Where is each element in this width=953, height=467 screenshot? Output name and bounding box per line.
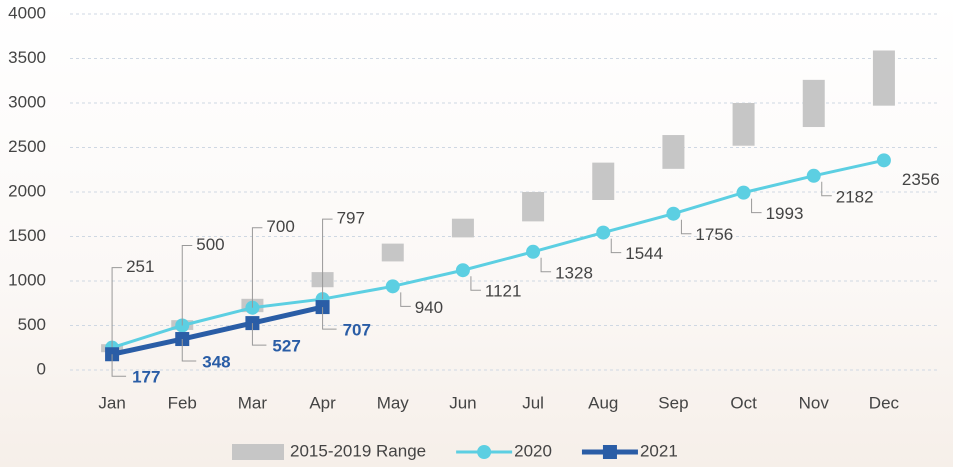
label-leader (540, 257, 552, 273)
y-tick-label: 2500 (8, 137, 46, 156)
series-line (111, 304, 324, 357)
label-leader (322, 218, 333, 300)
legend-label: 2021 (640, 441, 678, 460)
range-bar (451, 218, 474, 238)
y-tick-label: 3000 (8, 92, 46, 111)
x-tick-label: Oct (730, 393, 757, 412)
data-label: 1756 (695, 225, 733, 244)
point-marker (666, 206, 681, 221)
x-tick-label: Dec (869, 393, 900, 412)
legend-label: 2015-2019 Range (290, 441, 426, 460)
point-marker (736, 185, 751, 200)
point-marker (526, 244, 541, 259)
y-tick-label: 3500 (8, 48, 46, 67)
data-label: 707 (343, 321, 371, 340)
range-bar (872, 50, 895, 106)
x-tick-label: Nov (799, 393, 830, 412)
range-bar (732, 103, 755, 146)
data-label: 700 (266, 217, 294, 236)
range-bar (662, 135, 685, 169)
label-leader (181, 245, 193, 326)
x-tick-label: Apr (309, 393, 336, 412)
label-leader (400, 292, 411, 307)
y-tick-label: 4000 (8, 3, 46, 22)
range-bar (522, 192, 545, 222)
point-marker (876, 153, 891, 168)
point-marker (596, 225, 611, 240)
x-tick-label: Feb (168, 393, 197, 412)
x-tick-label: May (377, 393, 410, 412)
legend-marker (477, 445, 492, 459)
data-label: 177 (132, 368, 160, 387)
label-leader (251, 323, 267, 346)
data-label: 1121 (485, 282, 522, 301)
data-label: 1993 (766, 204, 804, 223)
data-label: 500 (196, 235, 224, 254)
y-tick-label: 2000 (8, 181, 46, 200)
range-bar (592, 162, 615, 201)
data-label: 2182 (836, 187, 874, 206)
legend-label: 2020 (514, 441, 552, 460)
label-leader (251, 227, 263, 308)
x-tick-label: Jan (98, 393, 125, 412)
label-leader (751, 198, 762, 214)
data-label: 1328 (555, 263, 593, 282)
x-tick-label: Sep (658, 393, 688, 412)
x-tick-label: Jun (449, 393, 476, 412)
range-bar (381, 243, 404, 262)
label-leader (470, 276, 481, 291)
label-leader (821, 181, 832, 197)
label-leader (181, 339, 197, 362)
point-marker (806, 168, 821, 183)
data-label: 2356 (902, 170, 940, 189)
y-tick-label: 1000 (8, 270, 46, 289)
x-tick-label: Jul (522, 393, 544, 412)
label-leader (610, 238, 622, 254)
data-label: 527 (272, 337, 300, 356)
x-tick-label: Mar (238, 393, 268, 412)
data-label: 1544 (625, 244, 663, 263)
series-line (111, 158, 885, 350)
point-marker (385, 279, 400, 294)
label-leader (680, 219, 692, 235)
x-tick-label: Aug (588, 393, 618, 412)
y-tick-label: 500 (18, 315, 46, 334)
label-leader (111, 267, 123, 348)
label-leader (111, 354, 127, 377)
data-label: 348 (202, 353, 230, 372)
data-label: 940 (415, 298, 443, 317)
y-tick-label: 1500 (8, 226, 46, 245)
range-bar (802, 79, 825, 128)
point-marker (455, 263, 470, 278)
legend-swatch (232, 444, 284, 460)
data-label: 797 (337, 209, 365, 228)
legend-marker (602, 445, 617, 459)
y-tick-label: 0 (37, 359, 46, 378)
data-label: 251 (126, 257, 154, 276)
label-leader (322, 307, 337, 330)
